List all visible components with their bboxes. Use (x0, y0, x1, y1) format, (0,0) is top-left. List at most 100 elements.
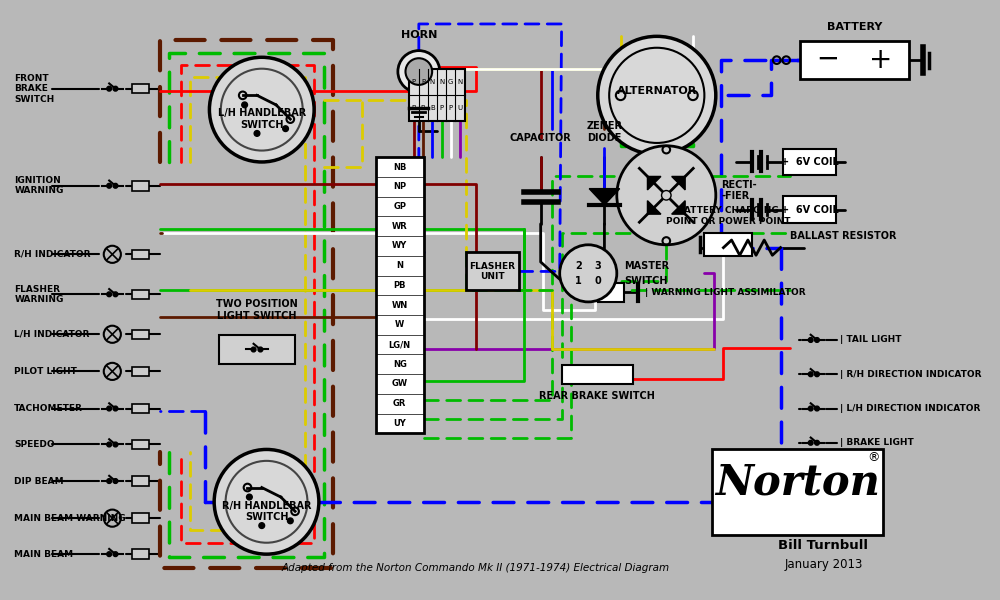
Circle shape (242, 102, 247, 108)
Text: 1: 1 (575, 276, 582, 286)
Circle shape (113, 292, 118, 296)
Text: GR: GR (393, 399, 406, 408)
Bar (132, 329, 149, 339)
Circle shape (398, 50, 440, 92)
Text: PILOT LIGHT: PILOT LIGHT (14, 367, 77, 376)
Polygon shape (589, 188, 620, 205)
Text: L/H HANDLEBAR
SWITCH: L/H HANDLEBAR SWITCH (218, 109, 306, 130)
Circle shape (107, 406, 112, 411)
Text: SWITCH: SWITCH (624, 276, 668, 286)
Text: | R/H DIRECTION INDICATOR: | R/H DIRECTION INDICATOR (840, 370, 981, 379)
Text: FLASHER
UNIT: FLASHER UNIT (469, 262, 515, 281)
Text: +  6V COIL: + 6V COIL (781, 205, 839, 215)
Text: W: W (395, 320, 404, 329)
Circle shape (113, 406, 118, 411)
Text: LG/N: LG/N (389, 340, 411, 349)
Text: N: N (439, 79, 444, 85)
Text: January 2013: January 2013 (784, 558, 863, 571)
Bar (132, 404, 149, 413)
Text: | L/H DIRECTION INDICATOR: | L/H DIRECTION INDICATOR (840, 404, 980, 413)
Bar (704, 233, 752, 256)
Circle shape (815, 338, 819, 343)
Text: N: N (457, 79, 463, 85)
Bar (132, 440, 149, 449)
Bar (800, 41, 909, 79)
Text: Norton: Norton (715, 462, 880, 504)
Text: BALLAST RESISTOR: BALLAST RESISTOR (790, 231, 897, 241)
Bar (132, 84, 149, 94)
Bar (783, 149, 836, 175)
Circle shape (808, 338, 813, 343)
Text: P: P (449, 105, 453, 111)
Text: P: P (421, 79, 425, 85)
Text: L/H INDICATOR: L/H INDICATOR (14, 330, 90, 339)
Circle shape (259, 523, 265, 529)
Bar (132, 367, 149, 376)
Text: HORN: HORN (401, 30, 437, 40)
Circle shape (815, 406, 819, 411)
Circle shape (808, 406, 813, 411)
Bar (132, 181, 149, 191)
Circle shape (107, 479, 112, 484)
Text: TACHOMETER: TACHOMETER (14, 404, 83, 413)
Bar (409, 68, 465, 121)
Text: NG: NG (393, 360, 407, 369)
Text: CAPACITOR: CAPACITOR (510, 133, 572, 143)
Circle shape (113, 442, 118, 447)
Bar (219, 335, 295, 364)
Text: N: N (430, 79, 435, 85)
Text: | BRAKE LIGHT: | BRAKE LIGHT (840, 438, 913, 447)
Text: ZENER
DIODE: ZENER DIODE (586, 121, 622, 143)
Bar (376, 157, 424, 433)
Circle shape (209, 57, 314, 162)
Circle shape (113, 184, 118, 188)
Polygon shape (647, 200, 661, 214)
Text: DIP BEAM: DIP BEAM (14, 476, 64, 485)
Bar (598, 283, 624, 302)
Circle shape (283, 126, 288, 131)
Text: P: P (439, 105, 444, 111)
Text: ─: ─ (820, 46, 836, 74)
Circle shape (815, 440, 819, 445)
Bar (562, 365, 633, 384)
Circle shape (617, 146, 716, 245)
Circle shape (258, 347, 263, 352)
Text: BATTERY: BATTERY (827, 22, 882, 32)
Text: Adapted from the Norton Commando Mk II (1971-1974) Electrical Diagram: Adapted from the Norton Commando Mk II (… (282, 563, 670, 574)
Text: NB: NB (393, 163, 406, 172)
Bar (132, 514, 149, 523)
Circle shape (107, 552, 112, 557)
Circle shape (214, 449, 319, 554)
Bar (712, 449, 883, 535)
Text: +  6V COIL: + 6V COIL (781, 157, 839, 167)
Circle shape (113, 552, 118, 557)
Text: GP: GP (393, 202, 406, 211)
Text: B: B (412, 105, 416, 111)
Bar (132, 290, 149, 299)
Text: U: U (457, 105, 462, 111)
Text: WN: WN (392, 301, 408, 310)
Text: R/H HANDLEBAR
SWITCH: R/H HANDLEBAR SWITCH (222, 500, 311, 522)
Text: B: B (421, 105, 425, 111)
Text: 3: 3 (594, 261, 601, 271)
Text: PB: PB (394, 281, 406, 290)
Bar (783, 196, 836, 223)
Circle shape (405, 58, 432, 85)
Circle shape (815, 372, 819, 377)
Circle shape (247, 494, 252, 500)
Text: WR: WR (392, 222, 408, 231)
Bar (132, 550, 149, 559)
Text: | TAIL LIGHT: | TAIL LIGHT (840, 335, 901, 344)
Text: Bill Turnbull: Bill Turnbull (778, 539, 868, 552)
Text: MAIN BEAM: MAIN BEAM (14, 550, 73, 559)
Circle shape (254, 131, 260, 136)
Text: +: + (869, 46, 892, 74)
Text: ALTERNATOR: ALTERNATOR (617, 86, 697, 95)
Circle shape (662, 191, 671, 200)
Text: MAIN BEAM WARNING: MAIN BEAM WARNING (14, 514, 126, 523)
Circle shape (107, 184, 112, 188)
Text: RECTI-
-FIER: RECTI- -FIER (722, 180, 757, 202)
Text: REAR BRAKE SWITCH: REAR BRAKE SWITCH (539, 391, 655, 401)
Bar (466, 253, 519, 290)
Text: UY: UY (393, 419, 406, 428)
